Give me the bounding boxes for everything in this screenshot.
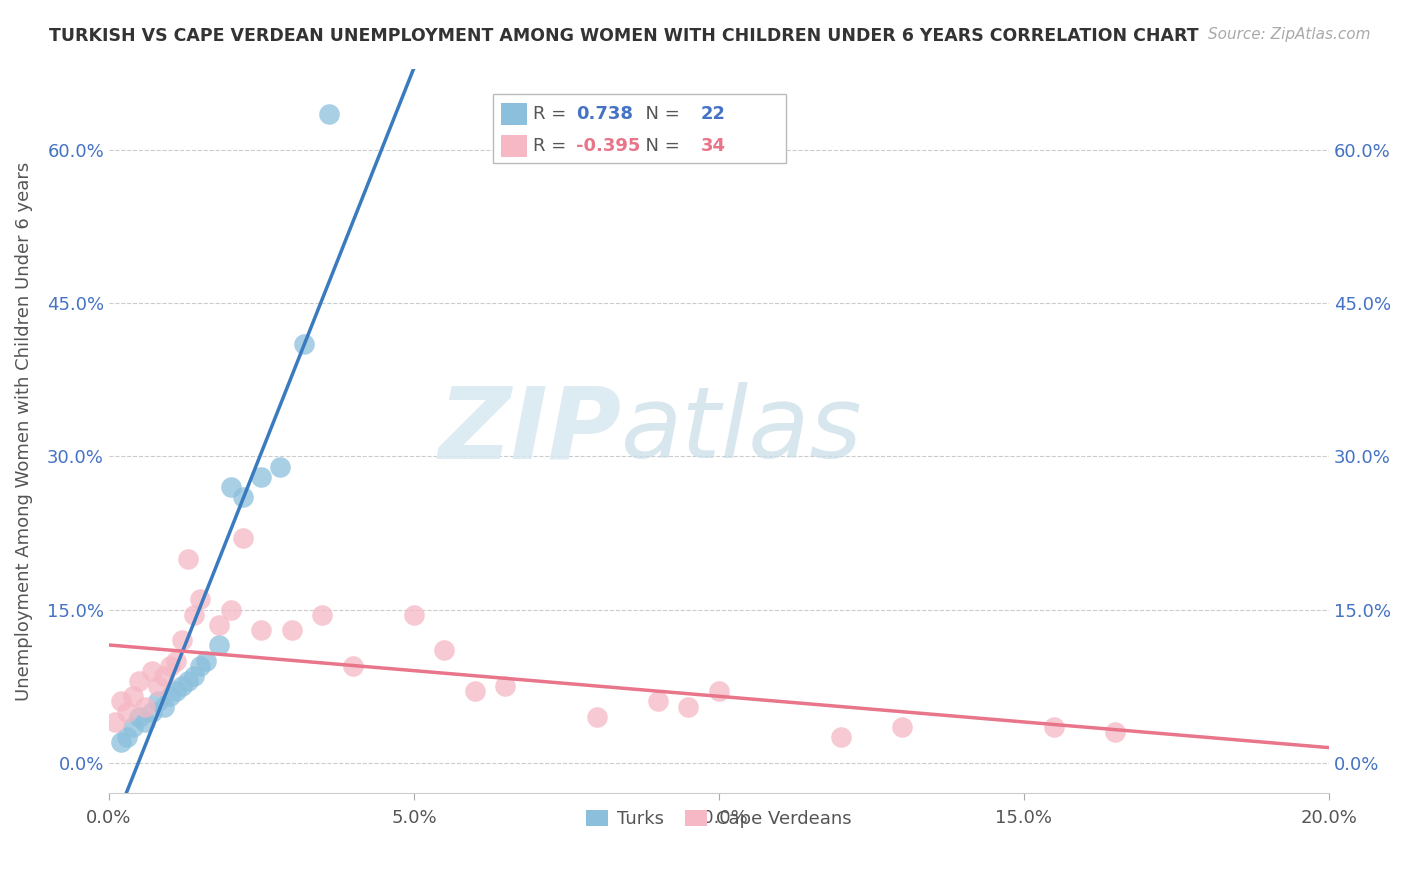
Point: [464, 684, 486, 698]
Point: [115, 730, 138, 744]
Point: [830, 730, 852, 744]
Point: [586, 710, 609, 724]
Text: R =: R =: [533, 105, 572, 123]
Point: [110, 694, 132, 708]
Point: [134, 714, 156, 729]
Point: [208, 638, 231, 652]
Point: [494, 679, 516, 693]
Point: [110, 735, 132, 749]
Text: -0.395: -0.395: [576, 137, 641, 155]
Text: R =: R =: [533, 137, 572, 155]
Point: [402, 607, 425, 622]
Point: [141, 705, 163, 719]
Point: [647, 694, 669, 708]
Point: [152, 669, 174, 683]
Point: [152, 699, 174, 714]
Point: [165, 654, 187, 668]
Point: [172, 679, 194, 693]
FancyBboxPatch shape: [501, 103, 527, 125]
Point: [318, 107, 340, 121]
Point: [183, 607, 205, 622]
Point: [115, 705, 138, 719]
Point: [1043, 720, 1066, 734]
Point: [1104, 725, 1126, 739]
Point: [891, 720, 914, 734]
Point: [190, 592, 212, 607]
Point: [122, 690, 145, 704]
Point: [141, 664, 163, 678]
Point: [159, 690, 181, 704]
Point: [128, 674, 150, 689]
Point: [269, 459, 291, 474]
Point: [165, 684, 187, 698]
Point: [707, 684, 730, 698]
Text: 0.738: 0.738: [576, 105, 633, 123]
Point: [250, 623, 273, 637]
Point: [134, 699, 156, 714]
Text: 22: 22: [700, 105, 725, 123]
Point: [311, 607, 333, 622]
Point: [190, 658, 212, 673]
Text: N =: N =: [634, 105, 685, 123]
Point: [232, 531, 254, 545]
Point: [678, 699, 700, 714]
Point: [292, 337, 315, 351]
Point: [122, 720, 145, 734]
Point: [183, 669, 205, 683]
Point: [159, 658, 181, 673]
Point: [128, 710, 150, 724]
Point: [177, 674, 200, 689]
Point: [177, 551, 200, 566]
FancyBboxPatch shape: [501, 136, 527, 157]
Point: [433, 643, 456, 657]
Point: [146, 679, 169, 693]
Text: TURKISH VS CAPE VERDEAN UNEMPLOYMENT AMONG WOMEN WITH CHILDREN UNDER 6 YEARS COR: TURKISH VS CAPE VERDEAN UNEMPLOYMENT AMO…: [49, 27, 1199, 45]
Text: ZIP: ZIP: [439, 383, 621, 479]
Legend: Turks, Cape Verdeans: Turks, Cape Verdeans: [579, 802, 859, 835]
Point: [104, 714, 127, 729]
Text: atlas: atlas: [621, 383, 863, 479]
Point: [342, 658, 364, 673]
Point: [219, 480, 242, 494]
FancyBboxPatch shape: [494, 94, 786, 162]
Point: [172, 633, 194, 648]
Point: [146, 694, 169, 708]
Point: [232, 491, 254, 505]
Point: [208, 618, 231, 632]
Text: Source: ZipAtlas.com: Source: ZipAtlas.com: [1208, 27, 1371, 42]
Point: [250, 470, 273, 484]
Point: [219, 602, 242, 616]
Text: 34: 34: [700, 137, 725, 155]
Text: N =: N =: [634, 137, 685, 155]
Point: [281, 623, 304, 637]
Point: [195, 654, 218, 668]
Y-axis label: Unemployment Among Women with Children Under 6 years: Unemployment Among Women with Children U…: [15, 161, 32, 700]
